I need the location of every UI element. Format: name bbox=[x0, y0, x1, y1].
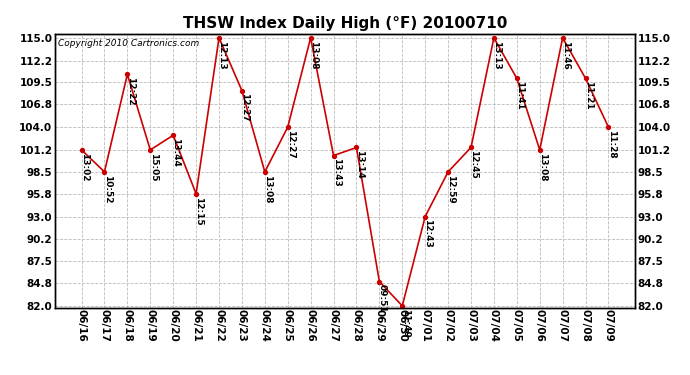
Text: 13:08: 13:08 bbox=[538, 153, 547, 181]
Point bbox=[122, 71, 133, 77]
Text: 13:14: 13:14 bbox=[355, 150, 364, 179]
Point bbox=[397, 303, 408, 309]
Text: 12:15: 12:15 bbox=[195, 196, 204, 225]
Point bbox=[351, 144, 362, 150]
Text: 13:02: 13:02 bbox=[80, 153, 89, 181]
Text: 13:13: 13:13 bbox=[492, 40, 501, 69]
Text: 12:27: 12:27 bbox=[286, 130, 295, 159]
Text: 10:52: 10:52 bbox=[103, 175, 112, 203]
Text: 13:08: 13:08 bbox=[263, 175, 272, 203]
Text: 11:46: 11:46 bbox=[561, 40, 570, 69]
Text: 12:43: 12:43 bbox=[424, 219, 433, 248]
Point bbox=[237, 88, 248, 94]
Text: 12:59: 12:59 bbox=[446, 175, 455, 203]
Text: 11:28: 11:28 bbox=[607, 130, 615, 159]
Point bbox=[466, 144, 477, 150]
Text: 12:22: 12:22 bbox=[126, 77, 135, 106]
Text: Copyright 2010 Cartronics.com: Copyright 2010 Cartronics.com bbox=[58, 39, 199, 48]
Point bbox=[603, 124, 614, 130]
Point bbox=[305, 35, 316, 41]
Point bbox=[328, 153, 339, 159]
Text: 12:13: 12:13 bbox=[217, 40, 226, 69]
Point bbox=[557, 35, 568, 41]
Text: 11:49: 11:49 bbox=[401, 309, 410, 338]
Text: 11:21: 11:21 bbox=[584, 81, 593, 110]
Text: 09:51: 09:51 bbox=[377, 284, 386, 313]
Point bbox=[511, 75, 522, 81]
Text: 11:41: 11:41 bbox=[515, 81, 524, 110]
Point bbox=[580, 75, 591, 81]
Text: 13:08: 13:08 bbox=[309, 40, 318, 69]
Text: 12:45: 12:45 bbox=[469, 150, 478, 179]
Point bbox=[168, 132, 179, 138]
Point bbox=[76, 147, 87, 153]
Point bbox=[534, 147, 545, 153]
Text: 15:05: 15:05 bbox=[148, 153, 157, 181]
Point bbox=[374, 279, 385, 285]
Title: THSW Index Daily High (°F) 20100710: THSW Index Daily High (°F) 20100710 bbox=[183, 16, 507, 31]
Point bbox=[213, 35, 224, 41]
Point bbox=[99, 169, 110, 175]
Text: 13:44: 13:44 bbox=[171, 138, 181, 167]
Point bbox=[259, 169, 270, 175]
Text: 13:43: 13:43 bbox=[332, 158, 341, 187]
Point bbox=[190, 191, 201, 197]
Point bbox=[282, 124, 293, 130]
Point bbox=[420, 213, 431, 219]
Text: 12:27: 12:27 bbox=[240, 93, 249, 122]
Point bbox=[145, 147, 156, 153]
Point bbox=[489, 35, 500, 41]
Point bbox=[442, 169, 453, 175]
